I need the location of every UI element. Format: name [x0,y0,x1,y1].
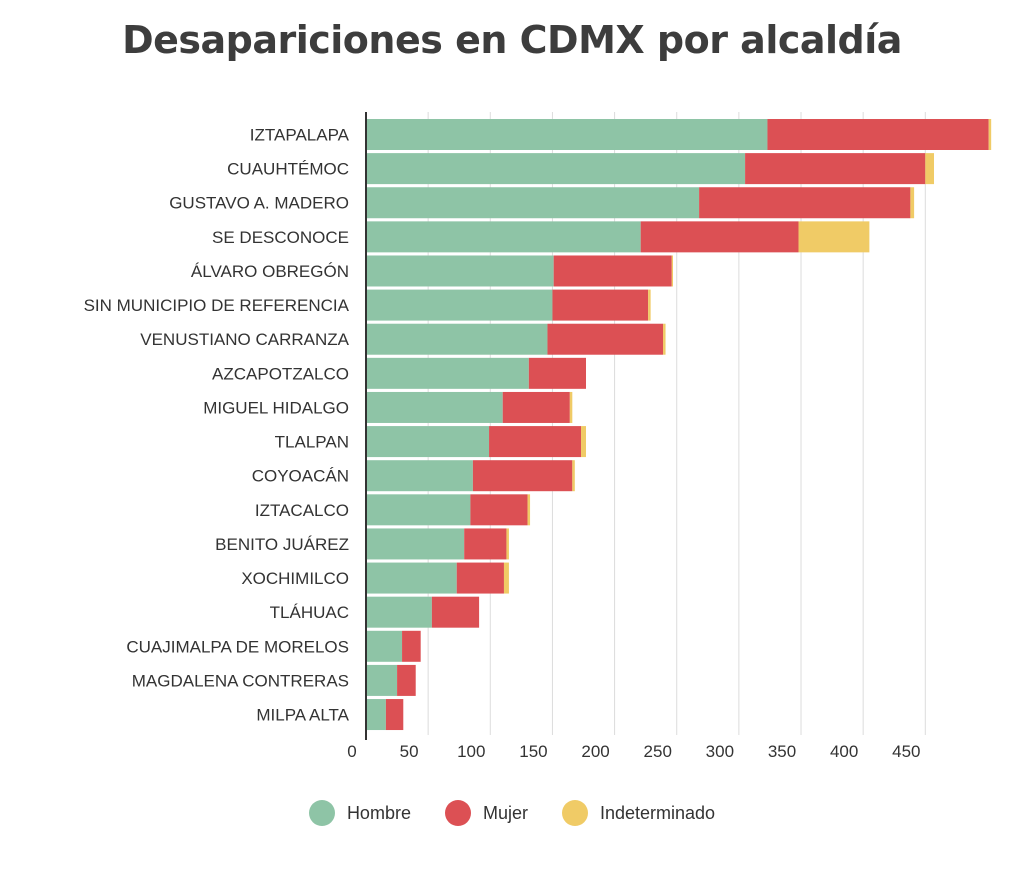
bar-segment-hombre [366,391,503,423]
bar-segment-mujer [464,528,507,560]
legend-swatch [561,800,588,826]
bar-segment-mujer [552,289,649,321]
bar-segment-indeterminado [581,426,586,458]
x-tick-label: 200 [581,742,609,761]
bar-segment-mujer [456,562,504,594]
stacked-bar-chart: IZTAPALAPA CUAUHTÉMOC GUSTAVO A. MADERO SE … [84,112,992,761]
bar-segment-mujer [470,494,528,526]
bar-segment-hombre [366,596,432,628]
x-axis-ticks: 0 50 100 150 200 250 300 350 400 450 [347,742,920,761]
category-labels: IZTAPALAPA CUAUHTÉMOC GUSTAVO A. MADERO SE … [84,126,350,725]
bar-segment-mujer [402,630,421,662]
bar-segment-mujer [489,426,582,458]
x-tick-label: 0 [347,742,356,761]
bar-segment-mujer [553,255,672,287]
bar-segment-mujer [745,153,926,185]
bar-segment-hombre [366,289,553,321]
bar-segment-mujer [699,187,911,219]
category-label: MIGUEL HIDALGO [203,398,349,417]
legend-label: Indeterminado [599,802,716,823]
legend-item: Hombre [308,800,411,826]
legend-label: Mujer [482,802,528,823]
category-label: IZTAPALAPA [250,126,350,145]
category-label: IZTACALCO [255,501,349,520]
category-label: MAGDALENA CONTRERAS [132,671,349,690]
legend-swatch [308,800,335,826]
bar-segment-mujer [767,119,989,150]
bar-segment-indeterminado [663,323,666,355]
category-label: VENUSTIANO CARRANZA [140,330,349,349]
category-label: CUAJIMALPA DE MORELOS [126,637,349,656]
bar-segment-mujer [397,664,416,696]
legend-label: Hombre [346,802,411,823]
bar-segment-hombre [366,562,457,594]
bar-segment-hombre [366,221,641,253]
category-label: TLALPAN [275,433,349,452]
bar-segment-indeterminado [648,289,651,321]
bar-segment-hombre [366,460,473,492]
bar-segment-indeterminado [572,460,575,492]
bars [366,119,992,731]
category-label: SE DESCONOCE [212,228,349,247]
bar-segment-hombre [366,494,471,526]
bar-segment-mujer [431,596,480,628]
bar-segment-indeterminado [988,119,992,150]
legend-item: Mujer [444,800,528,826]
bar-segment-hombre [366,119,768,150]
bar-segment-hombre [366,323,548,355]
chart-title: Desapariciones en CDMX por alcaldía [122,18,902,62]
category-label: CUAUHTÉMOC [227,160,349,179]
bar-segment-mujer [528,357,586,389]
category-label: GUSTAVO A. MADERO [169,194,349,213]
x-tick-label: 450 [892,742,920,761]
category-label: AZCAPOTZALCO [212,364,349,383]
category-label: ÁLVARO OBREGÓN [191,262,349,281]
category-label: XOCHIMILCO [241,569,349,588]
bar-segment-indeterminado [671,255,673,287]
x-tick-label: 50 [400,742,419,761]
bar-segment-hombre [366,153,746,185]
bar-segment-mujer [640,221,799,253]
bar-segment-indeterminado [910,187,915,219]
x-tick-label: 300 [706,742,734,761]
bar-segment-indeterminado [798,221,870,253]
bar-segment-mujer [472,460,573,492]
bar-segment-mujer [502,391,570,423]
bar-segment-hombre [366,528,465,560]
category-label: TLÁHUAC [270,603,349,622]
bar-segment-hombre [366,664,398,696]
bar-segment-indeterminado [527,494,531,526]
bar-segment-mujer [547,323,664,355]
bar-segment-indeterminado [503,562,509,594]
bar-segment-indeterminado [506,528,509,560]
legend: Hombre Mujer Indeterminado [0,800,1024,826]
category-label: MILPA ALTA [256,706,349,725]
category-label: SIN MUNICIPIO DE REFERENCIA [84,296,350,315]
bar-segment-mujer [385,699,404,731]
category-label: COYOACÁN [252,467,349,486]
legend-item: Indeterminado [561,800,716,826]
x-tick-label: 400 [830,742,858,761]
bar-segment-hombre [366,699,386,731]
x-tick-label: 350 [768,742,796,761]
x-tick-label: 100 [457,742,485,761]
bar-segment-indeterminado [569,391,573,423]
bar-segment-hombre [366,630,403,662]
bar-segment-indeterminado [925,153,935,185]
category-label: BENITO JUÁREZ [215,535,349,554]
bar-segment-hombre [366,426,490,458]
x-tick-label: 250 [644,742,672,761]
bar-segment-hombre [366,187,700,219]
x-tick-label: 150 [519,742,547,761]
legend-swatch [444,800,471,826]
bar-segment-hombre [366,255,554,287]
bar-segment-hombre [366,357,529,389]
